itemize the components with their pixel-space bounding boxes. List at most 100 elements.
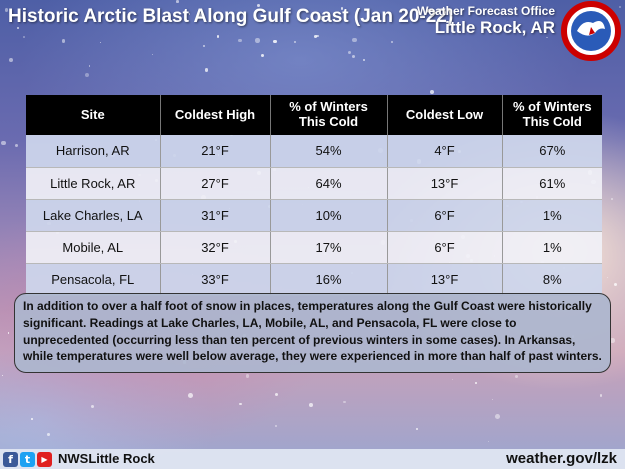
table-row: Mobile, AL 32°F 17% 6°F 1%	[26, 231, 602, 264]
office-line2: Little Rock, AR	[434, 18, 555, 37]
table-cell: Little Rock, AR	[26, 167, 161, 200]
col-header-label: Coldest Low	[405, 106, 484, 122]
snowflake	[46, 432, 50, 436]
snowflake	[1, 374, 4, 377]
snowflake	[217, 35, 220, 38]
table-row: Little Rock, AR 27°F 64% 13°F 61%	[26, 167, 602, 200]
snowflake	[611, 198, 613, 200]
snowflake	[188, 392, 194, 398]
website-link[interactable]: weather.gov/lzk	[506, 450, 617, 467]
table-cell: 8%	[502, 263, 602, 296]
snowflake	[309, 403, 313, 407]
snowflake	[599, 394, 603, 398]
snowflake	[273, 39, 277, 44]
snowflake	[316, 34, 319, 38]
col-header-coldest-low: Coldest Low	[387, 95, 503, 135]
snowflake	[343, 400, 346, 404]
col-header-coldest-high: Coldest High	[160, 95, 271, 135]
snowflake	[204, 68, 209, 72]
snowflake	[351, 55, 355, 59]
snowflake	[84, 73, 89, 78]
snowflake	[255, 38, 260, 43]
table-cell: 13°F	[387, 167, 503, 200]
nws-logo-icon	[561, 1, 621, 61]
table-cell: 54%	[270, 135, 388, 168]
snowflake	[239, 403, 242, 406]
snowflake	[23, 36, 25, 39]
table-cell: 6°F	[387, 231, 503, 264]
footer-bar: f t ▶ NWSLittle Rock weather.gov/lzk	[0, 449, 625, 469]
table-cell: 31°F	[160, 199, 271, 232]
snowflake	[293, 41, 296, 44]
table-cell: Mobile, AL	[26, 231, 161, 264]
table-cell: 33°F	[160, 263, 271, 296]
table-cell: 61%	[502, 167, 602, 200]
table-cell: 6°F	[387, 199, 503, 232]
table-cell: 27°F	[160, 167, 271, 200]
snowflake	[261, 53, 265, 57]
table-cell: 64%	[270, 167, 388, 200]
snowflake	[347, 51, 351, 55]
table-row: Pensacola, FL 33°F 16% 13°F 8%	[26, 263, 602, 296]
col-header-label: Site	[80, 106, 105, 122]
table-cell: 21°F	[160, 135, 271, 168]
snowflake	[610, 338, 615, 343]
snowflake	[7, 332, 10, 334]
table-cell: 17%	[270, 231, 388, 264]
table-cell: Pensacola, FL	[26, 263, 161, 296]
table-cell: 1%	[502, 231, 602, 264]
snowflake	[415, 427, 419, 431]
table-cell: Harrison, AR	[26, 135, 161, 168]
snowflake	[275, 425, 277, 427]
snowflake	[352, 37, 357, 43]
snowflake	[31, 417, 33, 420]
snowflake	[613, 282, 617, 286]
snowflake	[275, 392, 279, 396]
snowflake	[475, 381, 478, 385]
col-header-pct-high: % of Winters This Cold	[270, 95, 388, 135]
snowflake	[61, 39, 66, 43]
col-header-pct-low: % of Winters This Cold	[502, 95, 602, 135]
snowflake	[175, 0, 179, 3]
snowflake	[14, 144, 19, 148]
snowflake	[238, 38, 242, 43]
col-header-site: Site	[26, 95, 161, 135]
social-handle[interactable]: NWSLittle Rock	[58, 451, 155, 466]
temperature-table: Site Coldest High % of Winters This Cold…	[26, 95, 602, 296]
youtube-icon[interactable]: ▶	[37, 452, 52, 467]
table-header-row: Site Coldest High % of Winters This Cold…	[26, 95, 602, 135]
table-cell: Lake Charles, LA	[26, 199, 161, 232]
snowflake	[606, 277, 608, 279]
col-header-label: % of Winters This Cold	[512, 99, 592, 129]
table-cell: 32°F	[160, 231, 271, 264]
office-line1: Weather Forecast Office	[417, 4, 555, 18]
snowflake	[89, 65, 91, 67]
snowflake	[429, 89, 434, 94]
snowflake	[495, 414, 501, 419]
facebook-icon[interactable]: f	[3, 452, 18, 467]
table-cell: 67%	[502, 135, 602, 168]
snowflake	[1, 140, 6, 146]
table-cell: 10%	[270, 199, 388, 232]
snowflake	[488, 441, 490, 443]
snowflake	[313, 34, 317, 38]
snowflake	[100, 42, 102, 44]
col-header-label: Coldest High	[174, 106, 256, 122]
table-cell: 1%	[502, 199, 602, 232]
snowflake	[90, 404, 95, 409]
social-icons: f t ▶	[3, 452, 52, 467]
office-name: Weather Forecast Office Little Rock, AR	[417, 4, 555, 38]
snowflake	[9, 57, 13, 62]
table-cell: 16%	[270, 263, 388, 296]
snowflake	[451, 378, 454, 381]
twitter-icon[interactable]: t	[20, 452, 35, 467]
snowflake	[362, 58, 366, 61]
snowflake	[152, 54, 154, 56]
summary-note: In addition to over a half foot of snow …	[14, 293, 611, 373]
table-row: Harrison, AR 21°F 54% 4°F 67%	[26, 135, 602, 168]
snowflake	[245, 374, 250, 378]
snowflake	[515, 375, 519, 379]
snowflake	[203, 45, 205, 47]
table-cell: 13°F	[387, 263, 503, 296]
snowflake	[491, 398, 494, 401]
